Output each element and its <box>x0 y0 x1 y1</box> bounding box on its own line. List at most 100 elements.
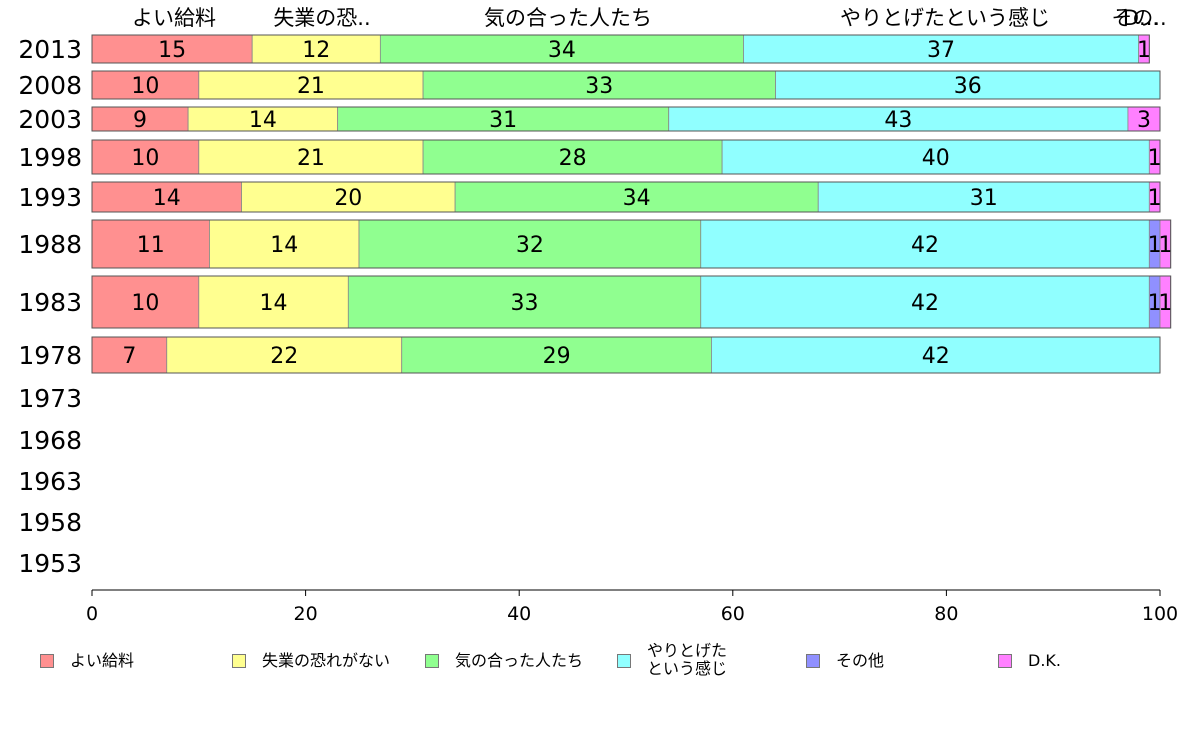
legend-swatch <box>40 654 54 668</box>
bar-value-label: 31 <box>489 108 517 133</box>
legend-item: 失業の恐れがない <box>232 640 390 670</box>
bar-outline <box>91 181 1161 213</box>
year-label: 1963 <box>18 467 82 496</box>
legend-item: やりとげた という感じ <box>617 640 727 678</box>
legend-swatch <box>998 654 1012 668</box>
bar-segment <box>700 275 1150 329</box>
bar-value-label: 20 <box>334 186 362 211</box>
bar-outline <box>91 336 1161 374</box>
bar-outline <box>91 275 1172 329</box>
legend-swatch <box>425 654 439 668</box>
legend-item: D.K. <box>998 640 1061 670</box>
bar-value-label: 10 <box>131 146 159 171</box>
bar-value-label: 40 <box>922 146 950 171</box>
stacked-bar-chart: よい給料 失業の恐.. 気の合った人たち やりとげたという感じ その..D...2013… <box>18 6 1178 625</box>
top-series-label: 気の合った人たち <box>484 6 652 30</box>
bar-outline <box>91 70 1161 100</box>
bar-value-label: 37 <box>927 38 955 63</box>
bar-value-label: 7 <box>122 344 136 369</box>
bar-value-label: 34 <box>548 38 576 63</box>
legend-swatch <box>232 654 246 668</box>
bar-value-label: 1 <box>1148 233 1162 258</box>
bar-value-label: 42 <box>922 344 950 369</box>
x-tick-label: 40 <box>507 603 531 625</box>
legend-label: 気の合った人たち <box>455 651 584 670</box>
bar-value-label: 43 <box>884 108 912 133</box>
top-series-label: D... <box>1123 6 1159 30</box>
bar-segment <box>775 70 1161 100</box>
bar-value-label: 1 <box>1148 186 1162 211</box>
x-tick-label: 60 <box>721 603 745 625</box>
bar-value-label: 32 <box>516 233 544 258</box>
legend-label: やりとげた という感じ <box>647 641 728 678</box>
bar-value-label: 1 <box>1158 291 1172 316</box>
top-series-label: 失業の恐.. <box>273 6 370 30</box>
year-label: 1998 <box>18 143 82 172</box>
year-label: 1973 <box>18 384 82 413</box>
bar-segment <box>241 181 456 213</box>
bar-value-label: 1 <box>1158 233 1172 258</box>
legend-swatch <box>806 654 820 668</box>
x-tick-label: 80 <box>934 603 958 625</box>
bar-outline <box>91 139 1161 175</box>
bar-value-label: 1 <box>1148 291 1162 316</box>
bar-value-label: 29 <box>543 344 571 369</box>
year-label: 2013 <box>18 35 82 64</box>
legend-label: その他 <box>836 651 885 670</box>
top-series-label: その.. <box>1111 6 1166 30</box>
year-label: 1983 <box>18 288 82 317</box>
bar-segment <box>91 219 210 269</box>
bar-value-label: 33 <box>585 74 613 99</box>
bar-value-label: 33 <box>511 291 539 316</box>
bar-segment <box>198 275 349 329</box>
legend-item: 気の合った人たち <box>425 640 583 670</box>
bar-value-label: 22 <box>270 344 298 369</box>
legend-swatch <box>617 654 631 668</box>
bar-outline <box>91 106 1161 132</box>
legend: よい給料 失業の恐れがない 気の合った人たち やりとげた という感じ その他 D.K. <box>0 640 1188 690</box>
bar-value-label: 10 <box>131 74 159 99</box>
bar-value-label: 1 <box>1148 146 1162 171</box>
bar-value-label: 28 <box>559 146 587 171</box>
bar-outline <box>91 219 1172 269</box>
bar-segment <box>91 275 200 329</box>
x-tick-label: 20 <box>294 603 318 625</box>
year-label: 1978 <box>18 341 82 370</box>
bar-value-label: 10 <box>131 291 159 316</box>
legend-label: 失業の恐れがない <box>262 651 391 670</box>
x-tick-label: 0 <box>86 603 98 625</box>
bar-value-label: 36 <box>954 74 982 99</box>
bar-value-label: 14 <box>249 108 277 133</box>
bar-value-label: 9 <box>133 108 147 133</box>
bar-value-label: 12 <box>302 38 330 63</box>
year-label: 1993 <box>18 183 82 212</box>
bar-value-label: 1 <box>1137 38 1151 63</box>
year-label: 1953 <box>18 549 82 578</box>
bar-value-label: 42 <box>911 233 939 258</box>
x-tick-label: 100 <box>1142 603 1178 625</box>
year-label: 1968 <box>18 426 82 455</box>
bar-value-label: 34 <box>623 186 651 211</box>
bar-value-label: 15 <box>158 38 186 63</box>
bar-value-label: 14 <box>270 233 298 258</box>
bar-segment <box>817 181 1150 213</box>
legend-label: よい給料 <box>70 651 135 670</box>
bar-value-label: 31 <box>970 186 998 211</box>
bar-value-label: 21 <box>297 146 325 171</box>
bar-segment <box>422 139 723 175</box>
top-series-label: やりとげたという感じ <box>840 6 1050 30</box>
bar-value-label: 21 <box>297 74 325 99</box>
legend-item: よい給料 <box>40 640 134 670</box>
bar-value-label: 14 <box>260 291 288 316</box>
year-label: 1988 <box>18 230 82 259</box>
legend-label: D.K. <box>1028 651 1061 670</box>
bar-segment <box>454 181 819 213</box>
bar-value-label: 14 <box>153 186 181 211</box>
bar-segment <box>91 34 253 64</box>
top-series-label: よい給料 <box>132 6 216 30</box>
year-label: 2003 <box>18 105 82 134</box>
legend-item: その他 <box>806 640 884 670</box>
bar-value-label: 42 <box>911 291 939 316</box>
bar-segment <box>379 34 744 64</box>
bar-value-label: 11 <box>137 233 165 258</box>
